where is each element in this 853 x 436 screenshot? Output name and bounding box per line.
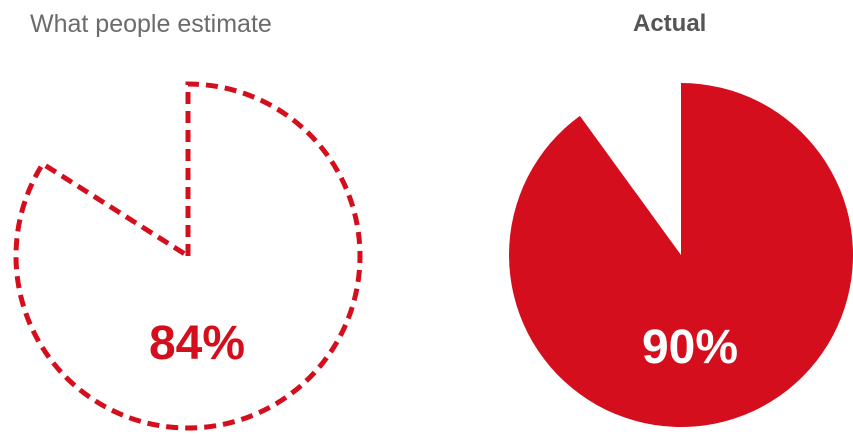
actual-pie-chart: 90% [509, 83, 853, 427]
estimate-percent-label: 84% [149, 317, 245, 370]
actual-percent-label: 90% [642, 321, 738, 374]
estimate-pie-chart: 84% [13, 81, 363, 431]
estimate-pie-slice [13, 81, 363, 431]
estimate-chart-title: What people estimate [30, 10, 272, 38]
actual-chart-title: Actual [633, 10, 707, 37]
actual-pie-slice [509, 83, 853, 427]
